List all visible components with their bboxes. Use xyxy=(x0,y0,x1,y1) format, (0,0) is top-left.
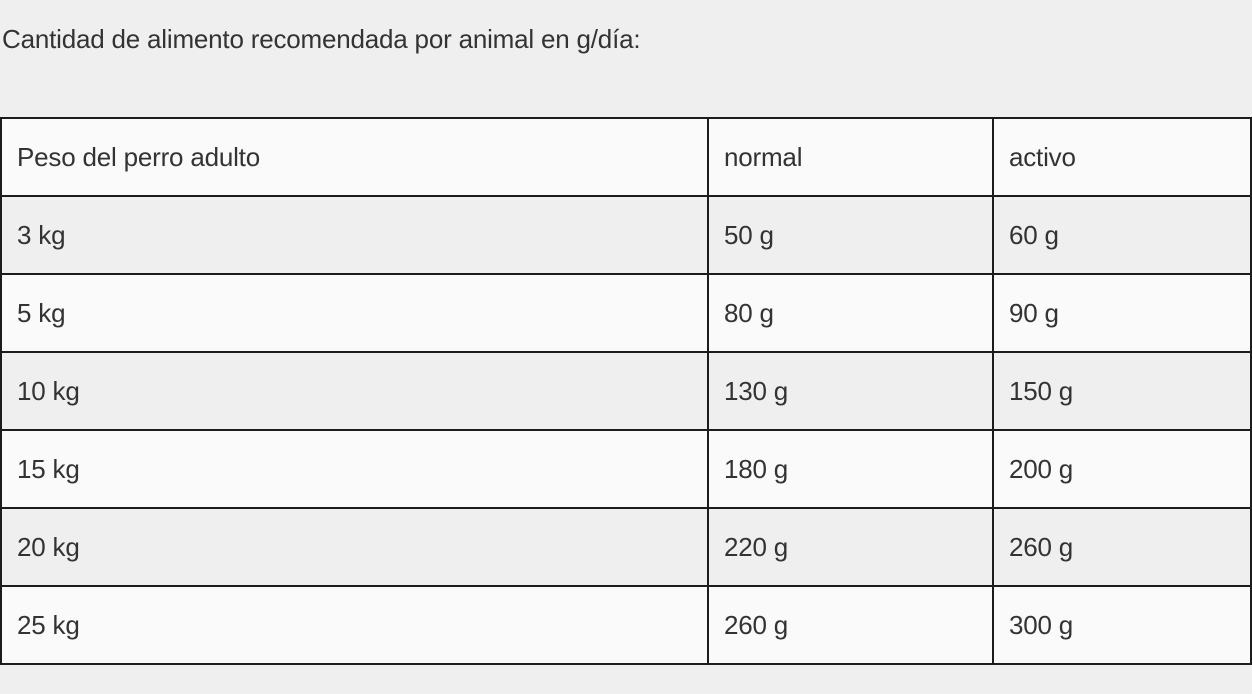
cell-activo: 60 g xyxy=(992,195,1252,275)
table-row: 10 kg 130 g 150 g xyxy=(0,351,1252,431)
cell-peso: 10 kg xyxy=(0,351,709,431)
cell-normal: 50 g xyxy=(707,195,994,275)
intro-text: Cantidad de alimento recomendada por ani… xyxy=(2,24,641,54)
header-peso: Peso del perro adulto xyxy=(0,117,709,197)
table-row: 5 kg 80 g 90 g xyxy=(0,273,1252,353)
cell-normal: 130 g xyxy=(707,351,994,431)
table-row: 25 kg 260 g 300 g xyxy=(0,585,1252,665)
table-header-row: Peso del perro adulto normal activo xyxy=(0,117,1252,197)
cell-activo: 260 g xyxy=(992,507,1252,587)
cell-peso: 5 kg xyxy=(0,273,709,353)
cell-activo: 200 g xyxy=(992,429,1252,509)
cell-peso: 3 kg xyxy=(0,195,709,275)
cell-peso: 25 kg xyxy=(0,585,709,665)
cell-normal: 220 g xyxy=(707,507,994,587)
cell-normal: 80 g xyxy=(707,273,994,353)
table-row: 15 kg 180 g 200 g xyxy=(0,429,1252,509)
table-row: 3 kg 50 g 60 g xyxy=(0,195,1252,275)
header-activo: activo xyxy=(992,117,1252,197)
header-normal: normal xyxy=(707,117,994,197)
cell-normal: 260 g xyxy=(707,585,994,665)
cell-peso: 15 kg xyxy=(0,429,709,509)
cell-normal: 180 g xyxy=(707,429,994,509)
cell-activo: 90 g xyxy=(992,273,1252,353)
cell-activo: 300 g xyxy=(992,585,1252,665)
cell-activo: 150 g xyxy=(992,351,1252,431)
table-row: 20 kg 220 g 260 g xyxy=(0,507,1252,587)
cell-peso: 20 kg xyxy=(0,507,709,587)
feeding-table: Peso del perro adulto normal activo 3 kg… xyxy=(0,117,1252,665)
